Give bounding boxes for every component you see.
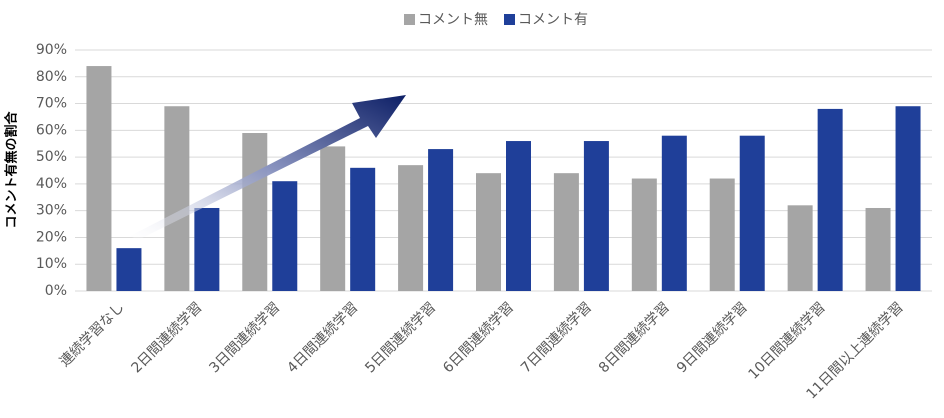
y-tick-label: 50% <box>36 149 67 165</box>
bar <box>865 207 891 291</box>
bar <box>506 141 531 291</box>
bar <box>476 173 501 291</box>
legend-label: コメント有 <box>518 12 588 28</box>
bar <box>739 135 765 291</box>
trend-arrow <box>130 95 406 240</box>
x-tick-label: 9日間連続学習 <box>673 299 751 377</box>
y-tick-label: 60% <box>36 122 67 138</box>
bar <box>428 149 454 291</box>
x-tick-label: 5日間連続学習 <box>362 299 440 377</box>
bar <box>320 146 346 291</box>
bar <box>631 178 657 291</box>
bar <box>583 141 609 291</box>
bar <box>661 135 687 291</box>
bar <box>553 173 579 291</box>
y-tick-label: 0% <box>45 283 67 299</box>
bar <box>86 66 112 291</box>
x-tick-label: 2日間連続学習 <box>128 299 206 377</box>
x-tick-label: 6日間連続学習 <box>439 299 517 377</box>
bar <box>116 248 142 291</box>
legend-swatch <box>504 14 515 25</box>
y-tick-label: 30% <box>36 203 67 219</box>
legend-label: コメント無 <box>418 12 488 28</box>
x-tick-label: 連続学習なし <box>56 299 127 370</box>
x-tick-label: 3日間連続学習 <box>206 299 284 377</box>
x-tick-label: 10日間連続学習 <box>745 299 829 383</box>
legend-swatch <box>404 14 415 25</box>
bar <box>194 207 220 291</box>
bar <box>895 106 921 291</box>
bar <box>398 165 424 291</box>
bar <box>350 167 376 291</box>
bar <box>787 205 813 291</box>
y-tick-label: 90% <box>36 42 67 58</box>
bar <box>164 106 190 291</box>
bar <box>242 133 268 291</box>
legend: コメント無 コメント有 <box>404 12 588 28</box>
x-tick-label: 4日間連続学習 <box>284 299 362 377</box>
bar <box>817 108 843 292</box>
y-tick-label: 10% <box>36 256 67 272</box>
y-axis-title: コメント有無の割合 <box>4 111 20 229</box>
y-tick-label: 20% <box>36 229 67 245</box>
x-tick-label: 7日間連続学習 <box>517 299 595 377</box>
y-tick-label: 70% <box>36 96 67 112</box>
bar <box>272 181 298 291</box>
x-tick-label: 8日間連続学習 <box>595 299 673 377</box>
bar <box>709 178 735 291</box>
y-tick-label: 80% <box>36 69 67 85</box>
y-tick-label: 40% <box>36 176 67 192</box>
